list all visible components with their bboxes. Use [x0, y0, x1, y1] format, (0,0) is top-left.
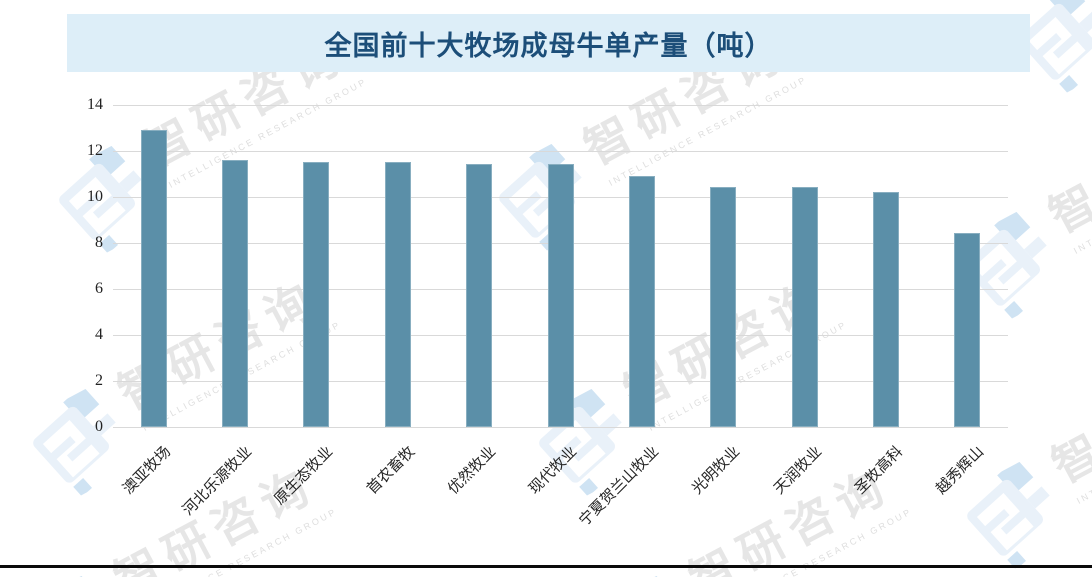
bar-8 — [710, 187, 736, 427]
zhiyan-logo-icon — [59, 142, 142, 254]
x-axis-label: 天润牧业 — [770, 443, 825, 498]
bar-2 — [222, 160, 248, 427]
x-axis-label: 河北乐源牧业 — [179, 443, 256, 519]
y-axis-tick-label: 12 — [87, 142, 103, 159]
bar-1 — [141, 130, 167, 427]
x-axis-label: 原生态牧业 — [271, 443, 337, 509]
chart-title-banner: 全国前十大牧场成母牛单产量（吨） — [67, 14, 1030, 72]
gridline-y-14 — [113, 105, 1008, 106]
x-axis-label: 圣牧高科 — [851, 443, 907, 498]
bar-4 — [385, 162, 411, 427]
x-axis-label: 澳亚牧场 — [119, 443, 174, 498]
watermark-logo — [952, 203, 1076, 327]
y-axis-tick-label: 10 — [87, 188, 103, 205]
bar-6 — [548, 164, 574, 427]
x-axis-label: 宁夏贺兰山牧业 — [575, 443, 663, 530]
bar-10 — [873, 192, 899, 427]
x-axis-label: 越秀辉山 — [933, 443, 988, 498]
gridline-y-12 — [113, 151, 1008, 152]
bar-7 — [629, 176, 655, 427]
y-axis-tick-label: 6 — [95, 280, 103, 297]
x-axis-label: 首农畜牧 — [363, 443, 418, 498]
bottom-divider — [0, 565, 1092, 568]
zhiyan-logo-icon — [967, 458, 1050, 570]
bar-5 — [466, 164, 492, 427]
bar-9 — [792, 187, 818, 427]
gridline-y-0 — [113, 427, 1008, 428]
zhiyan-logo-icon — [1019, 0, 1092, 94]
zhiyan-logo-icon — [964, 208, 1047, 320]
y-axis-tick-label: 2 — [95, 372, 103, 389]
watermark-logo — [47, 137, 171, 261]
x-axis-label: 优然牧业 — [444, 443, 500, 498]
y-axis-tick-label: 0 — [95, 418, 103, 435]
bar-3 — [303, 162, 329, 427]
chart-title: 全国前十大牧场成母牛单产量（吨） — [324, 30, 773, 62]
watermark-logo — [955, 453, 1079, 577]
y-axis-tick-label: 4 — [95, 326, 103, 343]
x-axis-label: 现代牧业 — [526, 443, 581, 498]
x-axis-label: 光明牧业 — [688, 443, 744, 498]
y-axis-tick-label: 14 — [87, 96, 103, 113]
watermark-logo — [1007, 0, 1092, 102]
bar-11 — [954, 233, 980, 427]
y-axis-tick-label: 8 — [95, 234, 103, 251]
